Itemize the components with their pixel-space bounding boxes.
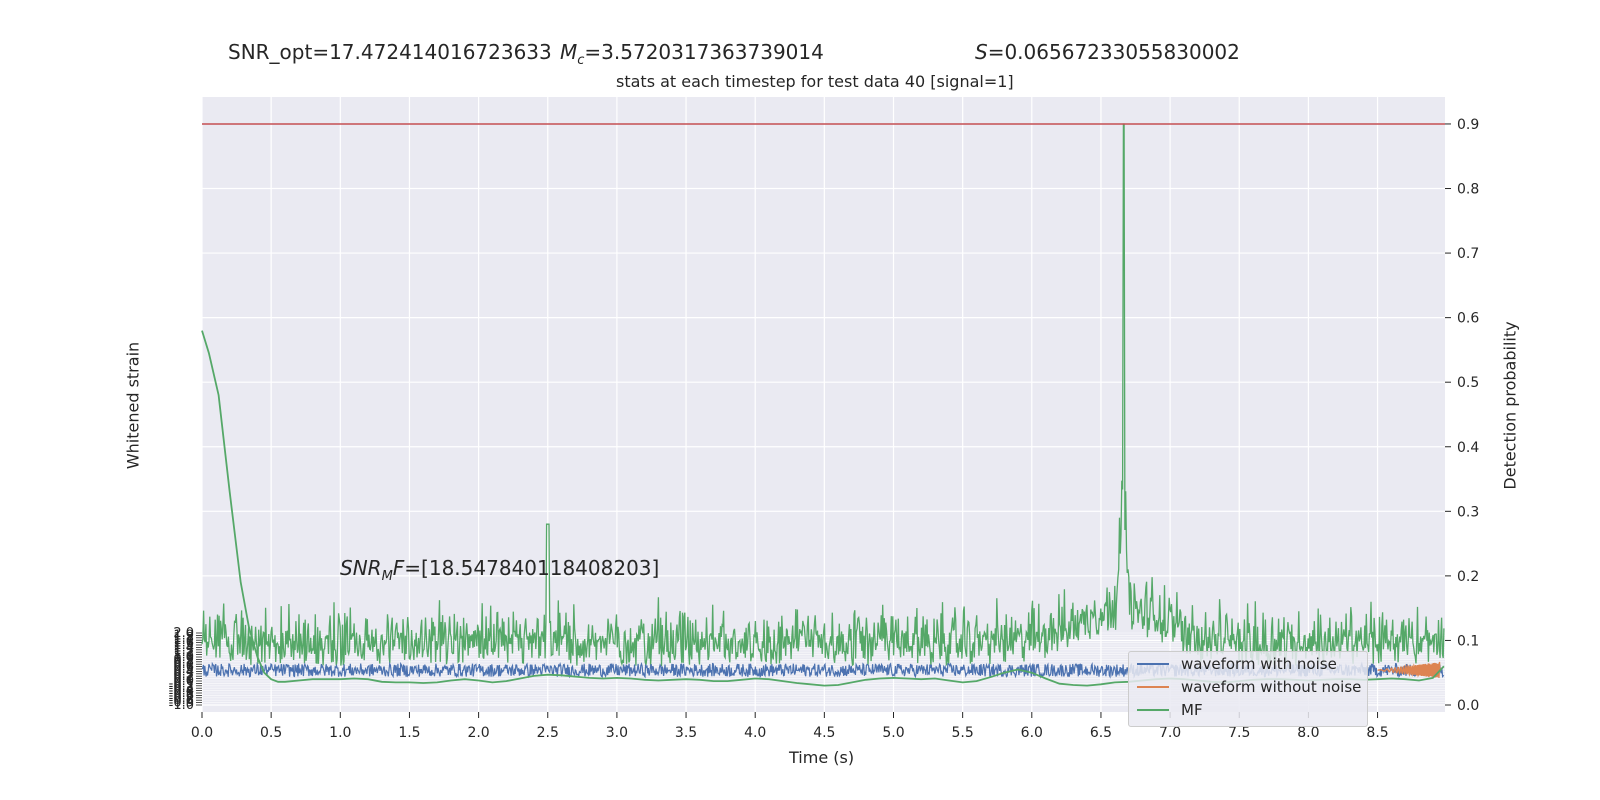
x-tick-label: 3.0	[606, 725, 628, 741]
legend-swatch-mf	[1137, 709, 1169, 711]
x-tick-label: 0.5	[260, 725, 282, 741]
x-tick-label: 4.5	[813, 725, 835, 741]
snr-mf-symbol-f: F	[392, 556, 405, 580]
x-tick-label: 0.0	[191, 725, 213, 741]
legend-swatch-signal	[1137, 686, 1169, 688]
legend-label-signal: waveform without noise	[1181, 678, 1362, 696]
x-tick-label: 5.5	[952, 725, 974, 741]
mf-noise-trace	[201, 123, 1445, 667]
y-axis-label-left: Whitened strain	[123, 341, 143, 470]
x-tick-label: 1.5	[398, 725, 420, 741]
left-tick-label: -0.2	[169, 679, 194, 694]
right-tick-label: 0.8	[1457, 182, 1479, 198]
left-tick-label: 1.3	[173, 643, 194, 658]
left-tick-label: -0.4	[169, 684, 194, 699]
left-tick-label: 0.4	[173, 664, 194, 679]
right-tick-label: 0.7	[1457, 246, 1479, 262]
y-axis-label-right: Detection probability	[1500, 321, 1520, 490]
left-tick-label: 0.5	[173, 662, 194, 677]
x-tick-label: 5.0	[882, 725, 904, 741]
left-tick-label: 1.9	[173, 628, 194, 643]
x-tick-label: 6.5	[1090, 725, 1112, 741]
left-tick-label: 1.8	[173, 631, 194, 646]
left-tick-label: 0.1	[173, 672, 194, 687]
snr-mf-value: =[18.547840118408203]	[404, 556, 660, 580]
chirp-mass-symbol: M	[560, 40, 578, 64]
snr-mf-label: SNRMF=[18.547840118408203]	[340, 556, 659, 584]
left-tick-label: -0.9	[169, 696, 194, 711]
legend-item-noise: waveform with noise	[1137, 654, 1337, 674]
x-axis: 0.0 0.5 1.0 1.5 2.0 2.5 3.0 3.5 4.0 4.5 5.0 5.5 6.0 6…	[191, 712, 1389, 741]
chirp-mass-label: Mc=3.5720317363739014	[560, 40, 824, 68]
left-tick-label: 2.0	[173, 626, 194, 641]
x-tick-label: 8.5	[1366, 725, 1388, 741]
left-tick-label: -0.7	[169, 691, 194, 706]
right-tick-label: 0.5	[1457, 375, 1479, 391]
left-tick-label: 1.7	[173, 633, 194, 648]
left-tick-label: -0.8	[169, 693, 194, 708]
left-tick-label: -1.0	[169, 698, 194, 713]
legend-label-noise: waveform with noise	[1181, 655, 1337, 673]
x-axis-label: Time (s)	[789, 748, 855, 767]
left-tick-label: 0.6	[173, 660, 194, 675]
x-tick-label: 6.0	[1021, 725, 1043, 741]
x-tick-label: 7.5	[1228, 725, 1250, 741]
x-tick-label: 1.0	[329, 725, 351, 741]
snr-opt-label: SNR_opt=17.472414016723633	[228, 40, 552, 64]
legend-label-mf: MF	[1181, 701, 1203, 719]
left-tick-label: -0.1	[169, 676, 194, 691]
s-stat-label: S=0.06567233055830002	[975, 40, 1240, 64]
left-tick-label: 0.9	[173, 652, 194, 667]
right-tick-label: 0.4	[1457, 440, 1479, 456]
right-tick-label: 0.2	[1457, 569, 1479, 585]
x-tick-label: 7.0	[1159, 725, 1181, 741]
x-tick-label: 4.0	[744, 725, 766, 741]
left-tick-label: -0.6	[169, 688, 194, 703]
s-value: =0.06567233055830002	[987, 40, 1240, 64]
left-tick-label: 1.2	[173, 645, 194, 660]
left-tick-label: 1.5	[173, 638, 194, 653]
right-tick-label: 0.6	[1457, 311, 1479, 327]
x-tick-label: 2.0	[467, 725, 489, 741]
right-tick-label: 0.1	[1457, 633, 1479, 649]
x-tick-label: 2.5	[537, 725, 559, 741]
chart-title: stats at each timestep for test data 40 …	[616, 72, 1014, 91]
left-tick-label: -0.5	[169, 686, 194, 701]
right-tick-label: 0.3	[1457, 504, 1479, 520]
snr-mf-symbol: SNR	[340, 556, 382, 580]
left-axis-ticks: -1.0-0.9-0.8-0.7-0.6-0.5-0.4-0.3-0.2-0.1…	[169, 626, 202, 713]
x-tick-label: 3.5	[675, 725, 697, 741]
legend-swatch-noise	[1137, 663, 1169, 665]
left-tick-label: 0.7	[173, 657, 194, 672]
x-tick-label: 8.0	[1297, 725, 1319, 741]
left-tick-label: 1.1	[173, 648, 194, 663]
left-tick-label: 0.3	[173, 667, 194, 682]
snr-mf-subscript: M	[381, 569, 393, 584]
s-symbol: S	[975, 40, 988, 64]
legend: waveform with noise waveform without noi…	[1128, 651, 1368, 727]
left-tick-label: 1.0	[173, 650, 194, 665]
left-tick-label: 1.4	[173, 640, 194, 655]
chirp-mass-value: =3.5720317363739014	[584, 40, 824, 64]
right-tick-label: 0.9	[1457, 117, 1479, 133]
right-axis: 0.0 0.1 0.2 0.3 0.4 0.5 0.6 0.7 0.8 0.9	[1445, 117, 1479, 714]
legend-item-mf: MF	[1137, 700, 1203, 720]
left-tick-label: 0.0	[173, 674, 194, 689]
left-tick-label: 0.8	[173, 655, 194, 670]
left-tick-label: 0.2	[173, 669, 194, 684]
left-tick-label: 1.6	[173, 636, 194, 651]
chirp-mass-subscript: c	[577, 53, 585, 68]
right-tick-label: 0.0	[1457, 698, 1479, 714]
legend-item-signal: waveform without noise	[1137, 677, 1361, 697]
left-tick-label: -0.3	[169, 681, 194, 696]
series-waveform-without-noise	[1377, 661, 1441, 678]
